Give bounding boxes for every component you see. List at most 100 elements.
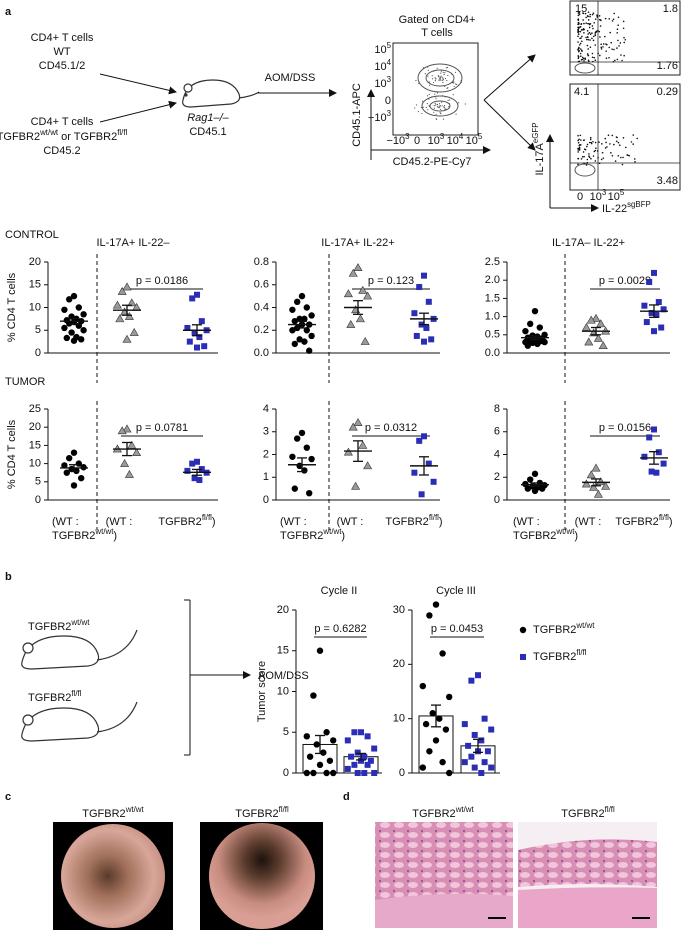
flow-event <box>583 139 586 141</box>
flow-event <box>453 81 455 83</box>
flow-event <box>605 50 607 52</box>
data-point <box>308 332 315 340</box>
flow-event <box>598 30 601 33</box>
flow-event <box>616 31 619 34</box>
panel-label: a <box>5 6 12 18</box>
data-point <box>367 757 374 764</box>
x-tick-label-sup: fl/fl <box>429 513 439 522</box>
p-value: p = 0.0781 <box>136 422 188 434</box>
data-point <box>191 475 198 482</box>
flow-event <box>594 33 596 35</box>
flow-event <box>577 28 579 31</box>
y-tick-label: 1 <box>263 471 269 483</box>
data-point <box>80 311 87 318</box>
data-point <box>348 422 358 431</box>
flow-event <box>453 85 455 88</box>
flow-tick-label: 104 <box>447 132 464 147</box>
flow-event <box>439 112 441 114</box>
flow-event <box>455 83 458 85</box>
flow-event <box>613 143 615 146</box>
y-tick-label: 0 <box>35 494 41 506</box>
input-label: CD45.1/2 <box>39 60 85 72</box>
data-point <box>191 329 198 336</box>
data-point <box>411 469 418 476</box>
quadrant-percent: 1.76 <box>657 60 678 72</box>
image-label-sup: wt/wt <box>125 805 145 814</box>
y-axis-label: % CD4 T cells <box>6 419 18 489</box>
data-point <box>591 313 601 322</box>
x-tick-label-sup: wt/wt <box>322 527 342 536</box>
y-tick-label: 0.8 <box>254 256 269 268</box>
flow-event <box>433 111 435 113</box>
data-point <box>348 268 358 277</box>
flow-event <box>583 60 585 62</box>
y-tick-label: 0.2 <box>254 324 269 336</box>
x-tick-label-sup: wt/wt <box>94 527 114 536</box>
data-point <box>468 677 475 684</box>
data-point <box>70 449 78 456</box>
flow-event <box>438 79 440 81</box>
flow-event <box>624 146 627 149</box>
flow-event <box>444 108 446 110</box>
flow-event <box>600 48 603 50</box>
flow-event <box>630 141 633 143</box>
data-point <box>591 463 601 472</box>
data-point <box>61 324 68 332</box>
flow-event <box>442 71 444 74</box>
data-point <box>531 307 539 315</box>
flow-event <box>592 12 595 15</box>
data-point <box>641 453 648 460</box>
flow-event <box>580 55 582 58</box>
flow-event <box>415 104 418 106</box>
data-point <box>658 324 665 331</box>
x-tick-label-part: TGFBR2 <box>385 516 428 528</box>
flow-event <box>431 78 434 80</box>
row-label: TUMOR <box>5 376 45 388</box>
data-point <box>122 282 132 291</box>
flow-event <box>435 98 437 100</box>
flow-event <box>447 74 449 77</box>
flow-event <box>611 134 614 137</box>
data-point <box>522 327 529 335</box>
flow-event <box>589 136 592 139</box>
data-point <box>344 737 351 744</box>
flow-event <box>586 44 589 47</box>
flow-tick-label: 0 <box>577 191 583 203</box>
y-tick-label: 2.5 <box>485 256 500 268</box>
p-value: p = 0.0453 <box>431 623 483 635</box>
y-tick-label: 15 <box>29 439 41 451</box>
y-tick-label: 0 <box>399 767 405 779</box>
flow-event <box>622 156 624 159</box>
data-point <box>423 324 430 331</box>
chart-title: IL-17A+ IL-22+ <box>321 237 394 249</box>
flow-event <box>442 118 445 120</box>
mouse-icon <box>21 701 138 742</box>
input-label-part: or TGFBR2 <box>58 131 117 143</box>
flow-tick-label: −103 <box>368 109 392 124</box>
flow-event <box>579 143 582 146</box>
flow-event <box>602 43 605 45</box>
flow-event <box>580 139 582 141</box>
data-point <box>531 470 539 478</box>
data-point <box>660 306 667 313</box>
flow-tick-label-sup: 5 <box>478 132 483 141</box>
data-point <box>524 485 531 492</box>
flow-event <box>579 30 582 33</box>
data-point <box>432 737 440 744</box>
data-point <box>303 327 310 334</box>
histology-images <box>375 822 657 928</box>
flow-event <box>443 104 446 107</box>
data-point <box>429 710 436 717</box>
flow-event <box>591 13 594 16</box>
data-point <box>446 693 453 701</box>
flow-event <box>441 79 443 81</box>
flow-event <box>611 155 614 157</box>
data-point <box>593 489 603 498</box>
data-point <box>413 332 420 339</box>
data-point <box>186 338 193 345</box>
chart-title: IL-17A+ IL-22– <box>96 237 170 249</box>
data-point <box>371 770 378 776</box>
data-point <box>353 263 363 271</box>
axis-label: CD45.1-APC <box>351 83 363 147</box>
